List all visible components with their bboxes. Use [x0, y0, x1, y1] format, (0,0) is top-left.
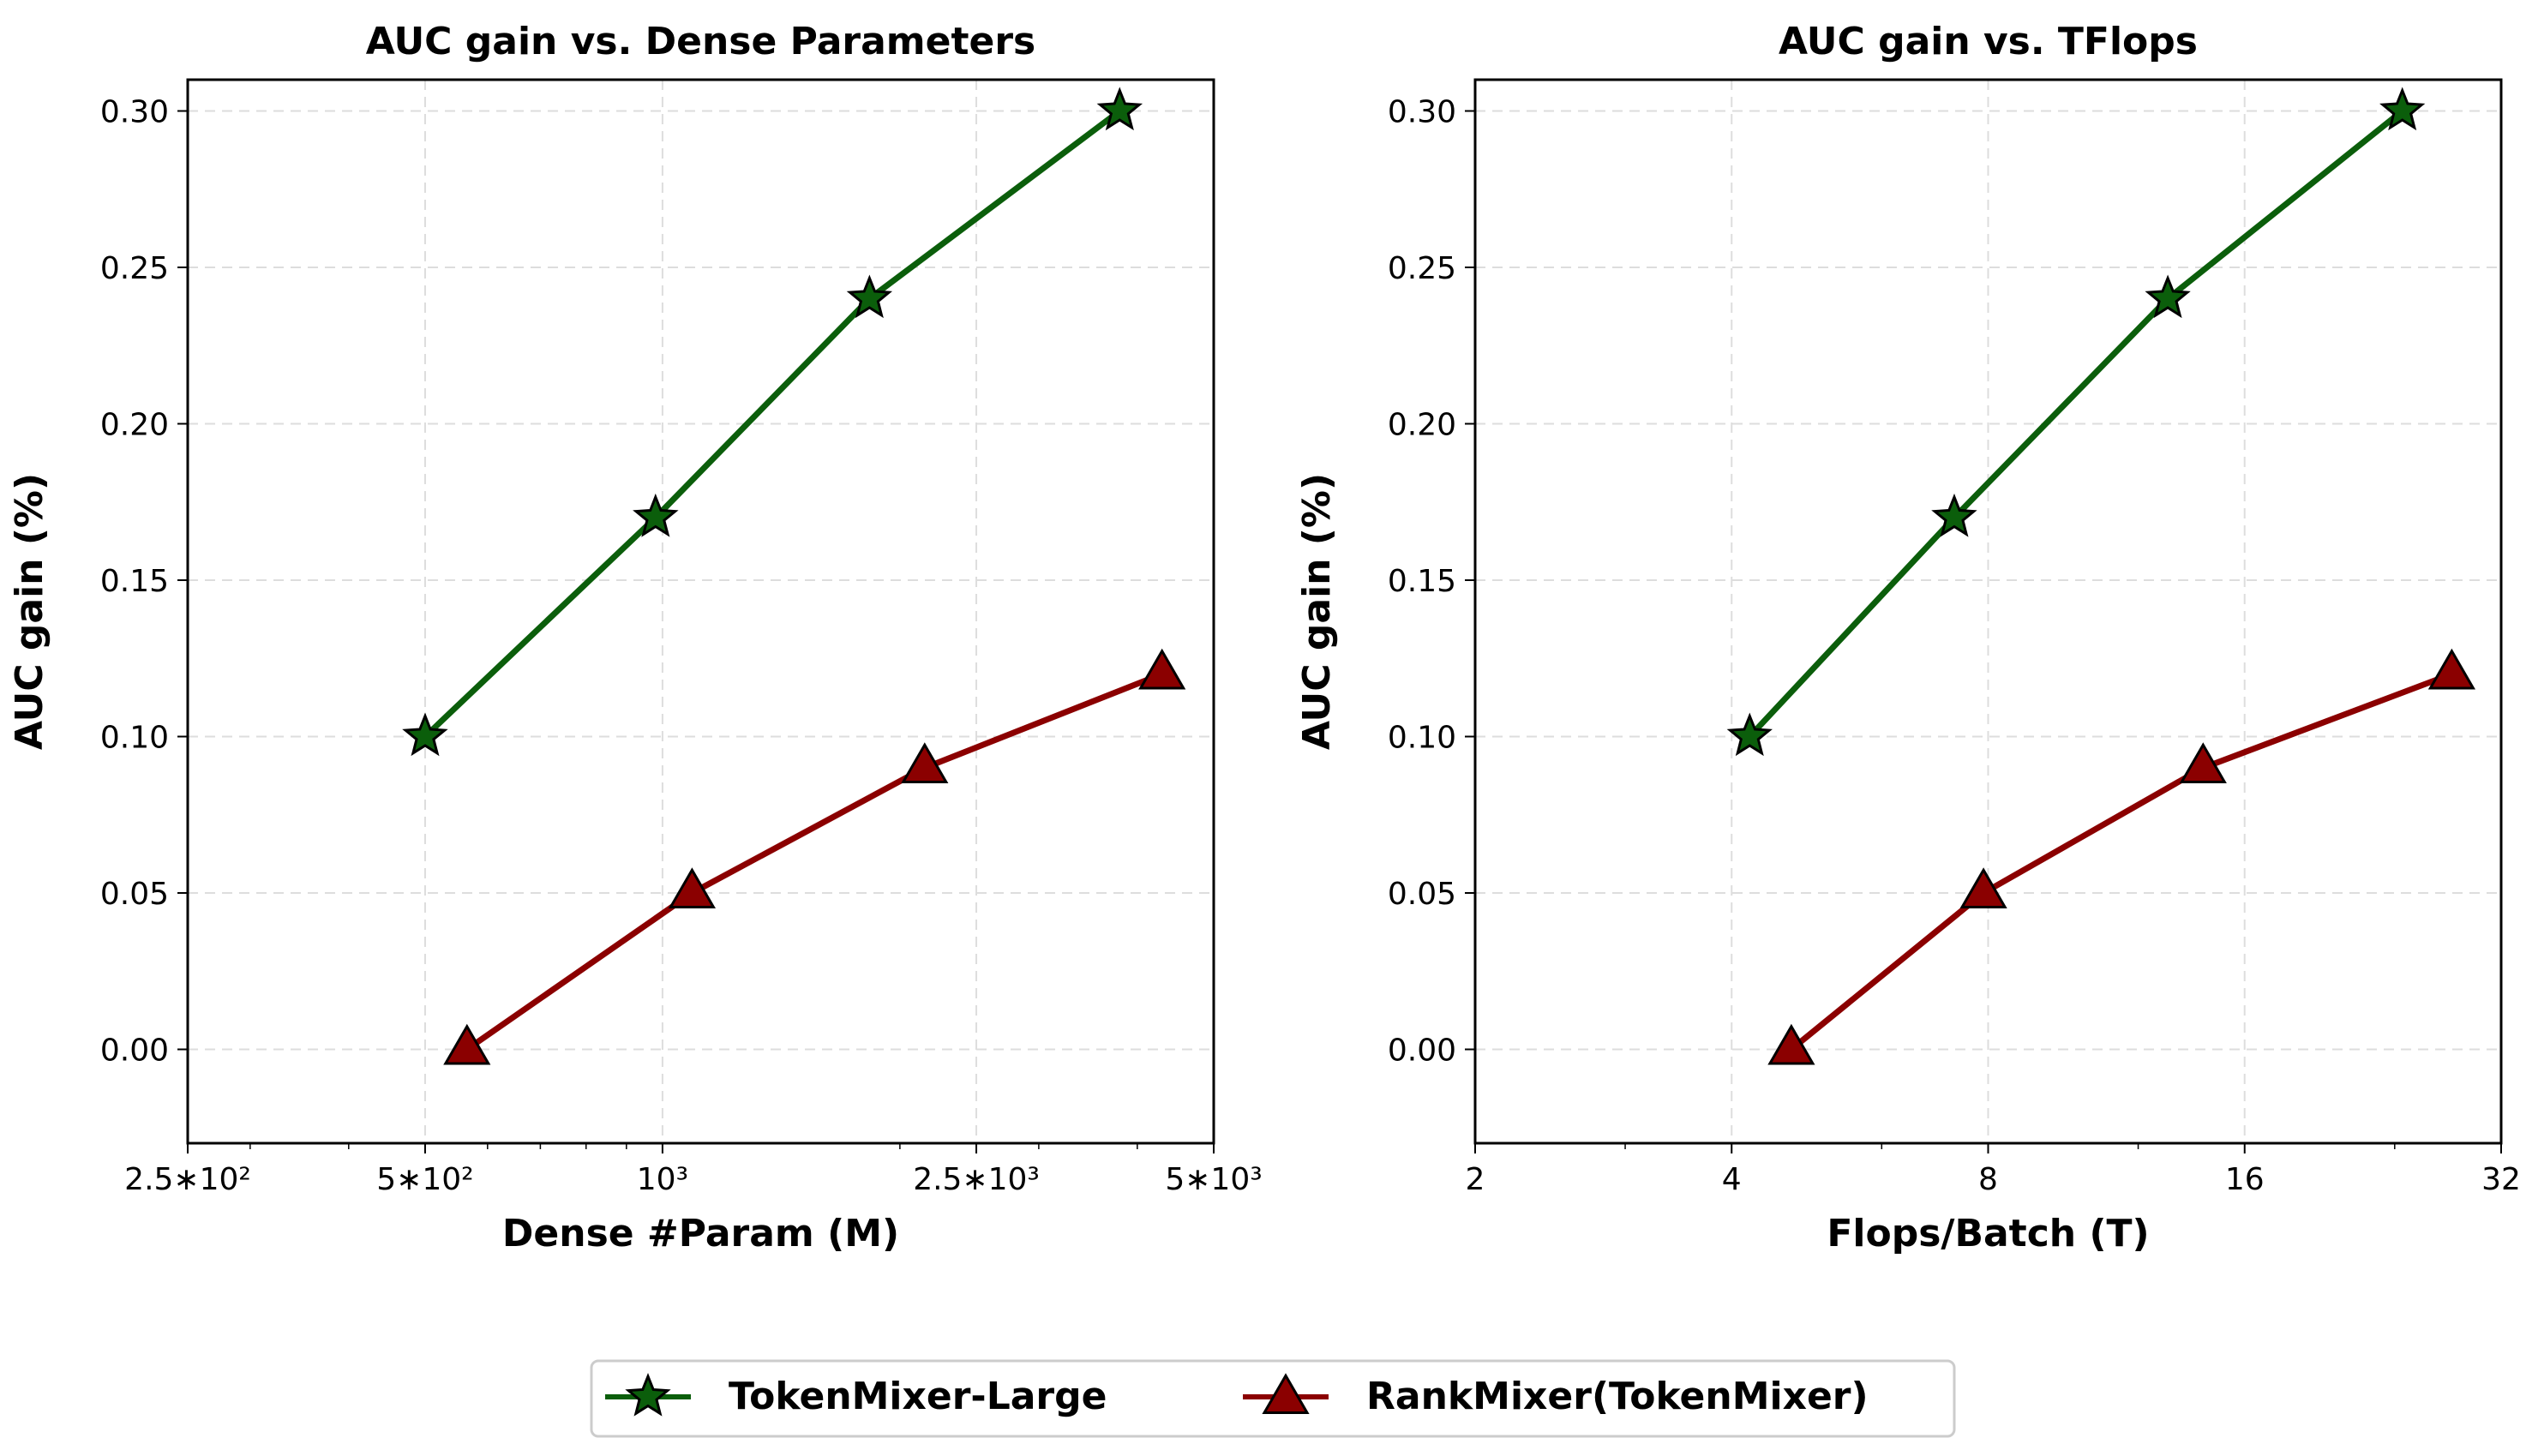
y-tick-label: 0.00 — [1388, 1034, 1456, 1069]
y-tick-label: 0.05 — [1388, 877, 1456, 912]
y-tick-label: 0.15 — [100, 564, 169, 599]
x-tick-label: 5∗10³ — [1165, 1162, 1262, 1197]
data-point-rankmixer-tokenmixer — [668, 867, 716, 908]
data-point-rankmixer-tokenmixer — [2179, 742, 2227, 783]
data-point-rankmixer-tokenmixer — [901, 742, 949, 783]
legend: TokenMixer-Large RankMixer(TokenMixer) — [590, 1359, 1956, 1438]
y-tick-label: 0.00 — [100, 1034, 169, 1069]
series-line-tokenmixer-large — [1747, 108, 2404, 739]
y-tick-label: 0.10 — [1388, 721, 1456, 756]
plot-frame — [1473, 78, 2503, 1145]
data-point-tokenmixer-large — [633, 493, 679, 537]
data-point-tokenmixer-large — [846, 274, 893, 319]
data-point-tokenmixer-large — [1726, 712, 1773, 757]
y-axis-label: AUC gain (%) — [8, 473, 51, 750]
x-tick-label: 2 — [1466, 1162, 1485, 1197]
data-point-rankmixer-tokenmixer — [1959, 867, 2007, 908]
legend-marker-rankmixer — [1262, 1373, 1310, 1414]
legend-label-rankmixer: RankMixer(TokenMixer) — [1366, 1375, 1869, 1418]
y-tick-label: 0.15 — [1388, 564, 1456, 599]
y-tick-label: 0.20 — [1388, 408, 1456, 443]
data-point-tokenmixer-large — [1096, 87, 1143, 131]
x-axis-label: Dense #Param (M) — [502, 1212, 899, 1255]
y-tick-label: 0.05 — [100, 877, 169, 912]
y-tick-label: 0.25 — [100, 251, 169, 286]
legend-marker-tokenmixer-large — [625, 1372, 671, 1417]
data-point-tokenmixer-large — [402, 712, 448, 757]
x-tick-label: 16 — [2225, 1162, 2265, 1197]
y-axis-label: AUC gain (%) — [1295, 473, 1339, 750]
chart-2: 0.00 0.05 0.10 0.15 0.20 0.25 0.30 2 4 8 16 32 AUC g… — [1295, 20, 2521, 1255]
data-point-rankmixer-tokenmixer — [2427, 648, 2475, 690]
x-tick-label: 10³ — [637, 1162, 688, 1197]
y-tick-label: 0.10 — [100, 721, 169, 756]
data-point-rankmixer-tokenmixer — [1767, 1023, 1815, 1065]
y-tick-label: 0.30 — [100, 95, 169, 130]
data-point-tokenmixer-large — [2145, 274, 2191, 319]
plot-frame — [186, 78, 1215, 1145]
x-tick-label: 8 — [1978, 1162, 1998, 1197]
series-line-rankmixer-tokenmixer — [1789, 671, 2453, 1052]
data-point-rankmixer-tokenmixer — [443, 1023, 491, 1065]
legend-label-tokenmixer-large: TokenMixer-Large — [729, 1375, 1107, 1418]
y-tick-label: 0.30 — [1388, 95, 1456, 130]
data-point-tokenmixer-large — [2379, 87, 2426, 131]
x-tick-label: 2.5∗10² — [124, 1162, 251, 1197]
series-line-rankmixer-tokenmixer — [465, 671, 1163, 1052]
y-tick-label: 0.20 — [100, 408, 169, 443]
chart-1: 0.00 0.05 0.10 0.15 0.20 0.25 0.30 2.5∗10² 5∗10²… — [8, 20, 1263, 1255]
data-point-rankmixer-tokenmixer — [1138, 648, 1186, 690]
y-tick-label: 0.25 — [1388, 251, 1456, 286]
x-tick-label: 5∗10² — [376, 1162, 473, 1197]
x-tick-label: 4 — [1722, 1162, 1742, 1197]
x-axis-label: Flops/Batch (T) — [1827, 1212, 2149, 1255]
chart-title: AUC gain vs. Dense Parameters — [366, 20, 1036, 63]
x-tick-label: 32 — [2481, 1162, 2521, 1197]
chart-title: AUC gain vs. TFlops — [1779, 20, 2198, 63]
data-point-tokenmixer-large — [1931, 493, 1977, 537]
series-line-tokenmixer-large — [423, 108, 1122, 740]
x-tick-label: 2.5∗10³ — [913, 1162, 1040, 1197]
